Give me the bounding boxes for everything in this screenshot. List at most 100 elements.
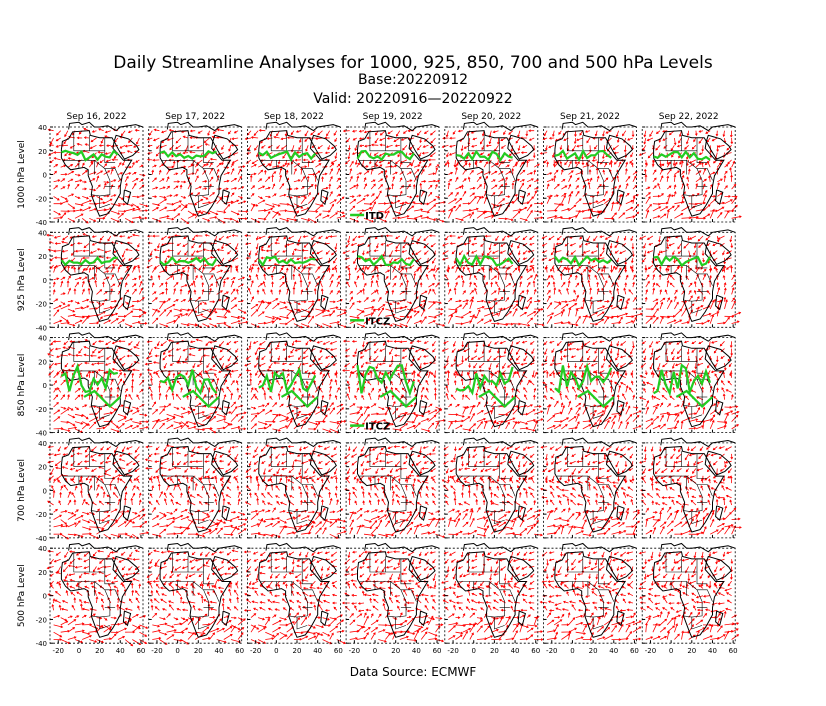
- coastline: [357, 235, 429, 323]
- x-tick-label: -20: [53, 647, 64, 655]
- x-tick-label: -20: [250, 647, 261, 655]
- map-panel: [638, 121, 742, 223]
- title: Daily Streamline Analyses for 1000, 925,…: [113, 53, 713, 73]
- border: [683, 475, 703, 513]
- border: [270, 342, 287, 362]
- border: [584, 475, 604, 513]
- border: [486, 475, 505, 513]
- y-tick-label: -40: [36, 324, 47, 332]
- border: [188, 453, 204, 467]
- streamlines: [47, 445, 150, 540]
- border: [499, 484, 516, 497]
- date-label: Sep 19, 2022: [363, 112, 423, 122]
- map-panel: [244, 227, 347, 329]
- border: [359, 475, 391, 491]
- x-tick-label: 60: [136, 647, 145, 655]
- streamlines: [344, 445, 446, 538]
- streamlines: [441, 129, 544, 222]
- border: [567, 447, 584, 467]
- border: [260, 160, 293, 175]
- coastline: [409, 134, 436, 160]
- coastline: [660, 227, 736, 237]
- coastline: [561, 542, 637, 553]
- x-tick-label: 20: [95, 647, 104, 655]
- border: [458, 160, 490, 175]
- x-tick-label: 0: [471, 647, 475, 655]
- map-panel: [441, 332, 544, 434]
- border: [203, 484, 220, 497]
- coastline: [409, 450, 436, 476]
- level-label: 700 hPa Level: [17, 459, 27, 522]
- map-panel: [539, 121, 640, 223]
- border: [387, 370, 407, 407]
- coastline: [660, 332, 736, 342]
- border: [91, 581, 111, 618]
- coastline: [616, 189, 625, 206]
- map-panel: [146, 227, 249, 329]
- x-tick-label: 20: [293, 647, 302, 655]
- border: [683, 265, 703, 302]
- x-tick-label: 60: [235, 647, 244, 655]
- border: [592, 406, 604, 419]
- coastline: [364, 332, 440, 342]
- y-tick-label: 0: [43, 382, 47, 390]
- coastline: [166, 121, 242, 132]
- coastline: [60, 235, 133, 323]
- coastline: [113, 450, 140, 476]
- border: [203, 273, 220, 286]
- border: [73, 553, 90, 573]
- coastline: [68, 332, 144, 342]
- streamlines: [144, 338, 247, 434]
- border: [203, 361, 214, 374]
- border: [697, 168, 713, 181]
- border: [556, 265, 589, 280]
- convergence-line: [653, 255, 711, 268]
- border: [73, 131, 90, 152]
- border: [494, 301, 505, 314]
- coastline: [561, 332, 637, 342]
- map-panel: [540, 437, 641, 539]
- coastline: [409, 555, 436, 581]
- y-tick-label: 40: [38, 124, 47, 132]
- x-tick-label: 0: [175, 647, 179, 655]
- coastline: [122, 294, 132, 311]
- y-tick-label: 20: [38, 148, 47, 156]
- x-tick-label: 40: [116, 647, 125, 655]
- coastline: [311, 555, 337, 581]
- border: [63, 581, 95, 596]
- convergence-line: [159, 255, 218, 267]
- coastline: [653, 445, 725, 533]
- border: [99, 195, 110, 209]
- streamlines: [638, 551, 740, 640]
- border: [301, 466, 313, 479]
- map-panel: [342, 121, 446, 223]
- border: [302, 589, 318, 602]
- border: [665, 342, 682, 362]
- border: [198, 617, 209, 630]
- x-tick-label: 40: [708, 647, 717, 655]
- coastline: [616, 505, 625, 522]
- coastline: [616, 610, 625, 627]
- border: [584, 581, 604, 618]
- border: [400, 273, 417, 286]
- x-tick-label: -20: [151, 647, 162, 655]
- border: [189, 475, 209, 513]
- coastline: [212, 450, 239, 476]
- y-tick-label: 0: [43, 487, 47, 495]
- map-panel: [244, 332, 347, 434]
- coastline: [311, 239, 337, 266]
- border: [296, 511, 308, 525]
- coastline: [113, 134, 140, 160]
- border: [655, 475, 687, 491]
- border: [665, 447, 682, 467]
- map-panel: [146, 542, 246, 645]
- y-tick-label: -40: [36, 219, 47, 227]
- coastline: [455, 445, 528, 533]
- border: [172, 131, 189, 152]
- streamlines: [541, 340, 642, 430]
- border: [484, 348, 500, 362]
- border: [286, 348, 303, 362]
- border: [387, 475, 407, 513]
- date-label: Sep 17, 2022: [165, 112, 225, 122]
- x-tick-label: 60: [531, 647, 540, 655]
